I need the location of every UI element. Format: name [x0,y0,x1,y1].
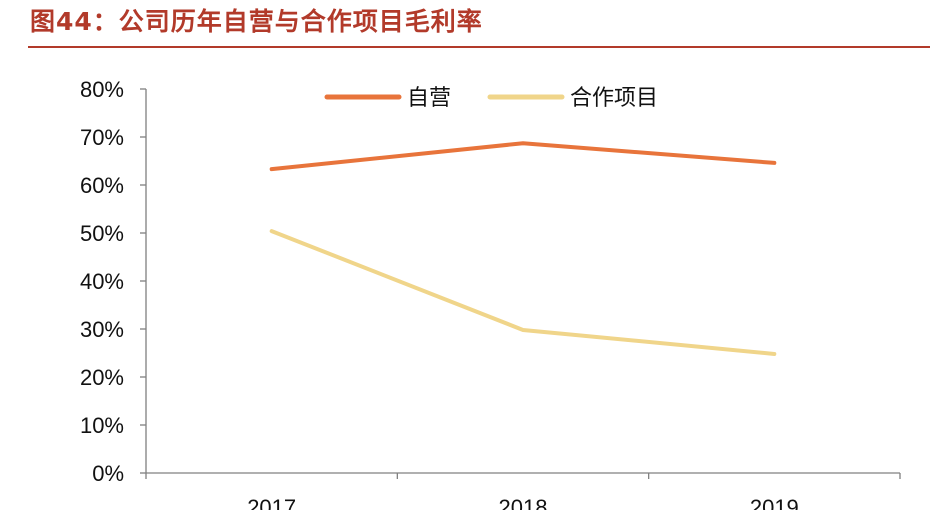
y-tick-label: 10% [80,413,124,438]
y-tick-label: 60% [80,173,124,198]
figure-title: 图44：公司历年自营与合作项目毛利率 [30,7,483,36]
title-divider [28,46,930,48]
series-line-1 [269,141,777,172]
y-tick-label: 30% [80,317,124,342]
x-tick-label: 2018 [499,495,548,510]
legend: 自营 合作项目 [324,86,658,111]
y-tick-label: 50% [80,221,124,246]
y-tick-label: 80% [80,77,124,102]
series-lines [269,141,777,356]
x-tick-label: 2019 [750,495,799,510]
y-tick-labels: 0% 10% 20% 30% 40% 50% 60% 70% 80% [80,77,124,486]
legend-label-1: 自营 [407,86,451,111]
legend-label-2: 合作项目 [570,86,658,111]
x-tick-label: 2017 [247,495,296,510]
y-tick-label: 20% [80,365,124,390]
series-line-2 [269,229,777,356]
y-tick-label: 0% [92,461,124,486]
x-tick-labels: 2017 2018 2019 [247,495,799,510]
y-tick-label: 70% [80,125,124,150]
y-tick-label: 40% [80,269,124,294]
axes [140,88,901,479]
